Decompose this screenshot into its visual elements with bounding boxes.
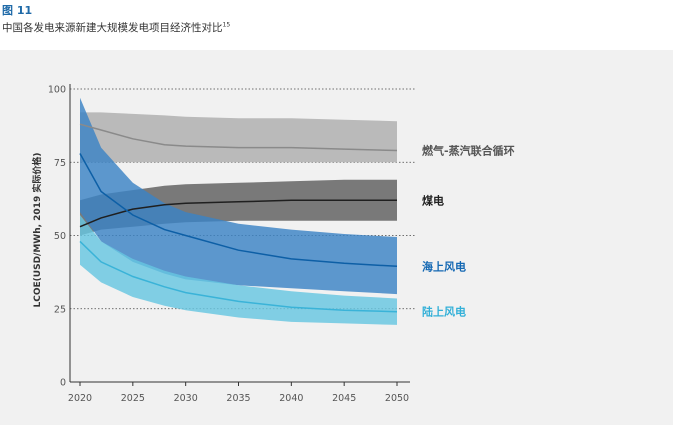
x-tick-label-2035: 2035 [226, 393, 250, 404]
x-tick-label-2020: 2020 [68, 393, 92, 404]
x-tick-label-2050: 2050 [385, 393, 409, 404]
band-燃气-蒸汽联合循环 [80, 112, 397, 163]
band-陆上风电 [80, 215, 397, 325]
series-label-陆上风电: 陆上风电 [422, 305, 466, 319]
y-tick-label-100: 100 [48, 85, 66, 96]
y-tick-label-75: 75 [54, 158, 66, 169]
series-label-海上风电: 海上风电 [422, 259, 466, 273]
figure-label: 图 11 [2, 4, 33, 17]
series-label-煤电: 煤电 [422, 193, 444, 207]
figure-header: 图 11 中国各发电来源新建大规模发电项目经济性对比15 [0, 0, 673, 50]
band-layer [80, 97, 397, 325]
line-燃气-蒸汽联合循环 [79, 123, 398, 152]
x-tick-label-2040: 2040 [279, 393, 303, 404]
figure-footnote-marker: 15 [222, 21, 231, 29]
line-layer [79, 123, 398, 313]
figure-title: 中国各发电来源新建大规模发电项目经济性对比15 [2, 20, 230, 35]
line-海上风电 [79, 153, 398, 268]
series-label-燃气-蒸汽联合循环: 燃气-蒸汽联合循环 [421, 144, 515, 158]
band-海上风电 [80, 97, 397, 295]
line-陆上风电 [79, 240, 398, 313]
x-tick-label-2045: 2045 [332, 393, 356, 404]
y-tick-label-25: 25 [54, 304, 66, 315]
figure-title-text: 中国各发电来源新建大规模发电项目经济性对比 [2, 22, 223, 34]
x-tick-label-2025: 2025 [121, 393, 145, 404]
x-tick-label-2030: 2030 [174, 393, 198, 404]
line-煤电 [79, 199, 397, 228]
y-tick-label-0: 0 [60, 378, 66, 389]
y-tick-label-50: 50 [54, 231, 66, 242]
axis-layer: 0 25 50 75 100 2020 2025 2030 2035 2040 2045 2050 [48, 84, 410, 404]
y-axis-label: LCOE(USD/MWh, 2019 实际价格) [31, 153, 43, 308]
